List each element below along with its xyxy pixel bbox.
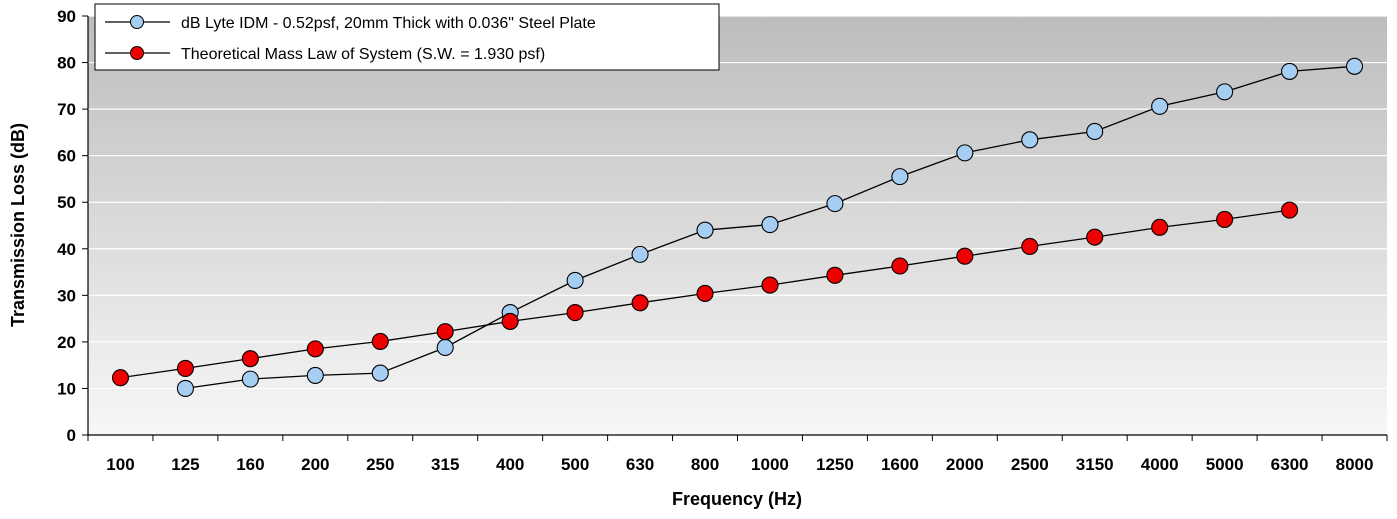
- y-tick-label-0: 0: [67, 426, 76, 445]
- x-tick-label-13: 2000: [946, 455, 984, 474]
- series-2-point-2: [241, 350, 259, 368]
- series-2-point-0: [111, 369, 130, 387]
- x-tick-label-11: 1250: [816, 455, 854, 474]
- legend-marker-series-1: [130, 15, 144, 29]
- legend-marker-series-2: [130, 46, 144, 60]
- series-2-point-15: [1086, 228, 1104, 246]
- y-tick-label-4: 40: [57, 240, 76, 259]
- series-1-point-7: [566, 271, 584, 289]
- x-tick-label-5: 315: [431, 455, 459, 474]
- series-2-point-7: [566, 304, 584, 322]
- x-tick-label-17: 5000: [1206, 455, 1244, 474]
- x-tick-label-1: 125: [171, 455, 199, 474]
- y-tick-label-7: 70: [57, 100, 76, 119]
- series-2-point-13: [956, 247, 974, 265]
- series-1-point-5: [436, 338, 454, 357]
- series-1-point-19: [1345, 57, 1364, 75]
- legend: dB Lyte IDM - 0.52psf, 20mm Thick with 0…: [94, 3, 720, 71]
- series-1-point-13: [956, 144, 974, 162]
- series-2-point-18: [1281, 201, 1299, 219]
- series-1-point-17: [1216, 83, 1234, 101]
- x-tick-label-9: 800: [691, 455, 719, 474]
- series-1-point-2: [241, 370, 259, 388]
- y-tick-label-6: 60: [57, 147, 76, 166]
- x-tick-label-18: 6300: [1271, 455, 1309, 474]
- series-1-point-18: [1281, 62, 1299, 80]
- x-tick-label-12: 1600: [881, 455, 919, 474]
- series-1-point-11: [826, 195, 844, 213]
- x-tick-label-15: 3150: [1076, 455, 1114, 474]
- series-2-point-17: [1216, 210, 1234, 228]
- series-1-point-15: [1086, 122, 1104, 141]
- gridlines: [88, 15, 1387, 390]
- series-2-point-9: [696, 284, 714, 303]
- x-tick-label-10: 1000: [751, 455, 789, 474]
- legend-label-series-1: dB Lyte IDM - 0.52psf, 20mm Thick with 0…: [181, 15, 596, 32]
- axes: 0 10 20 30 40 50 60 70 80 90 100 125 160 200 250 315 400…: [57, 7, 1388, 474]
- series-1: [176, 57, 1364, 397]
- y-tick-label-3: 30: [57, 286, 76, 305]
- series-layer: [111, 57, 1364, 397]
- x-tick-label-4: 250: [366, 455, 394, 474]
- y-axis-title: Transmission Loss (dB): [8, 123, 28, 327]
- series-1-point-14: [1021, 131, 1039, 149]
- series-1-point-10: [761, 216, 779, 234]
- series-2-point-11: [826, 266, 844, 284]
- series-2-point-5: [436, 323, 454, 341]
- x-tick-label-19: 8000: [1336, 455, 1374, 474]
- series-2-point-3: [306, 340, 324, 358]
- x-tick-label-14: 2500: [1011, 455, 1049, 474]
- y-tick-label-8: 80: [57, 54, 76, 73]
- y-tick-label-5: 50: [57, 193, 76, 212]
- series-2-point-12: [891, 257, 909, 275]
- series-2-point-4: [371, 332, 389, 350]
- series-1-point-3: [306, 366, 324, 384]
- series-2-point-8: [631, 294, 649, 312]
- x-tick-label-16: 4000: [1141, 455, 1179, 474]
- x-tick-label-8: 630: [626, 455, 654, 474]
- plot-area: [88, 16, 1387, 435]
- x-tick-label-0: 100: [106, 455, 134, 474]
- y-tick-label-1: 10: [57, 379, 76, 398]
- series-1-point-16: [1151, 97, 1169, 115]
- y-tick-label-2: 20: [57, 333, 76, 352]
- series-2-point-6: [501, 312, 519, 330]
- series-2-point-16: [1151, 218, 1169, 236]
- series-1-point-12: [891, 168, 909, 186]
- x-axis-title: Frequency (Hz): [672, 489, 802, 509]
- x-tick-label-7: 500: [561, 455, 589, 474]
- y-tick-label-9: 90: [57, 7, 76, 26]
- x-tick-label-2: 160: [236, 455, 264, 474]
- legend-box: [94, 3, 720, 71]
- x-tick-label-3: 200: [301, 455, 329, 474]
- series-1-point-4: [371, 364, 389, 382]
- series-2: [111, 201, 1299, 387]
- x-tick-label-6: 400: [496, 455, 524, 474]
- series-2-point-1: [176, 359, 194, 377]
- series-2-point-14: [1021, 237, 1039, 255]
- series-1-point-1: [176, 379, 194, 397]
- legend-label-series-2: Theoretical Mass Law of System (S.W. = 1…: [181, 46, 545, 63]
- series-2-point-10: [761, 276, 779, 294]
- series-1-point-8: [631, 245, 649, 263]
- series-1-point-9: [696, 221, 714, 239]
